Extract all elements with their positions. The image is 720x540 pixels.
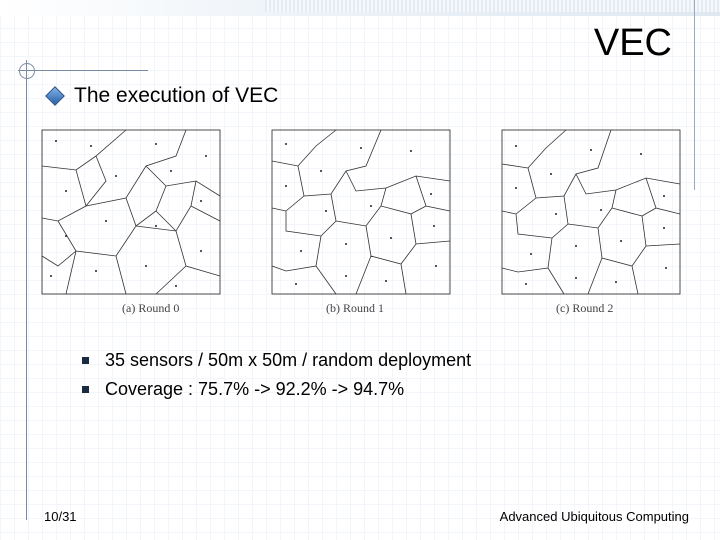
sub-bullet-text: 35 sensors / 50m x 50m / random deployme… bbox=[105, 350, 472, 370]
square-bullet-icon bbox=[82, 386, 89, 393]
decor-line-horizontal bbox=[18, 70, 148, 71]
caption-round-2: (c) Round 2 bbox=[556, 301, 613, 315]
decor-circle-icon bbox=[19, 63, 35, 79]
footer-text: Advanced Ubiquitous Computing bbox=[499, 509, 689, 524]
main-bullet-text: The execution of VEC bbox=[74, 84, 279, 107]
voronoi-panel-round-0 bbox=[41, 129, 221, 295]
main-bullet: The execution of VEC bbox=[45, 84, 279, 108]
decor-line-vertical bbox=[26, 60, 27, 520]
voronoi-panel-round-1 bbox=[271, 129, 451, 295]
decor-line-right bbox=[694, 0, 695, 190]
caption-round-1: (b) Round 1 bbox=[326, 301, 384, 315]
voronoi-figure: (a) Round 0 (b) Round 1 (c) Round 2 bbox=[41, 129, 681, 315]
sub-bullet-list: 35 sensors / 50m x 50m / random deployme… bbox=[82, 346, 471, 404]
slide-number: 10/31 bbox=[44, 509, 77, 524]
sub-bullet-item: Coverage : 75.7% -> 92.2% -> 94.7% bbox=[82, 375, 471, 404]
sub-bullet-item: 35 sensors / 50m x 50m / random deployme… bbox=[82, 346, 471, 375]
voronoi-panel-round-1-sites bbox=[285, 143, 437, 285]
voronoi-panel-round-2-sites bbox=[515, 145, 667, 285]
diamond-bullet-icon bbox=[45, 86, 65, 106]
voronoi-panel-round-0-sites bbox=[50, 140, 207, 287]
sub-bullet-text: Coverage : 75.7% -> 92.2% -> 94.7% bbox=[105, 379, 405, 399]
slide-title: VEC bbox=[593, 22, 672, 64]
square-bullet-icon bbox=[82, 357, 89, 364]
top-right-pattern bbox=[265, 0, 720, 12]
caption-round-0: (a) Round 0 bbox=[122, 301, 179, 315]
voronoi-panel-round-2 bbox=[501, 129, 681, 295]
